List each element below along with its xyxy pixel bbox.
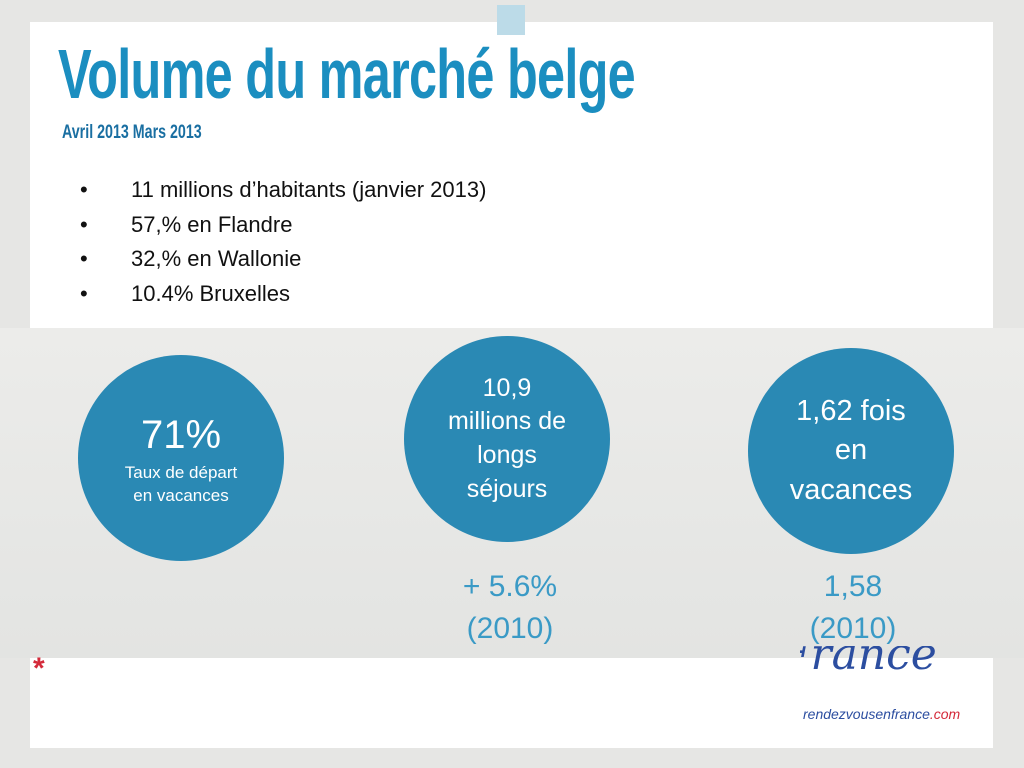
stat-circle: 1,62 fois en vacances: [748, 348, 954, 554]
note-text: (2010): [809, 612, 897, 645]
footnote-mark: *: [33, 652, 45, 685]
circle-text: millions de: [447, 407, 567, 436]
bullet-item: • 10.4% Bruxelles: [80, 281, 290, 307]
circle-text: séjours: [466, 474, 548, 503]
circle-text: 1,62 fois: [796, 395, 906, 428]
circle-text: vacances: [789, 473, 913, 506]
logo-url: rendezvousenfrance.com: [803, 706, 960, 722]
note-text: + 5.6%: [462, 570, 558, 603]
bullet-item: • 57,% en Flandre: [80, 212, 292, 238]
stat-note: 1,58 (2010): [753, 566, 953, 650]
logo-script: France: [800, 646, 957, 694]
note-text: (2010): [466, 612, 554, 645]
bullet-dot: •: [80, 211, 88, 237]
bullet-text: 11 millions d’habitants (janvier 2013): [131, 177, 487, 202]
circle-text: en: [834, 434, 868, 467]
title: Volume du marché belge: [58, 35, 636, 113]
bullet-item: • 11 millions d’habitants (janvier 2013): [80, 177, 486, 203]
circle-text: 71%: [140, 413, 222, 458]
top-panel: [30, 22, 993, 328]
deco-square: [497, 5, 525, 35]
bullet-dot: •: [80, 177, 88, 202]
circle-text: 10,9: [482, 373, 532, 402]
bullet-text: 10.4% Bruxelles: [131, 280, 290, 306]
bullet-dot: •: [80, 280, 88, 306]
logo-script-text: France: [800, 646, 937, 680]
subtitle: Avril 2013 Mars 2013: [62, 122, 202, 143]
logo-url-suffix: .com: [929, 706, 961, 722]
bullet-dot: •: [80, 246, 88, 271]
bullet-text: 32,% en Wallonie: [131, 246, 302, 271]
logo-url-main: rendezvousenfrance: [803, 706, 930, 722]
circle-text: en vacances: [133, 486, 229, 505]
bullet-text: 57,% en Flandre: [131, 211, 293, 237]
stat-circle: 10,9 millions de longs séjours: [404, 336, 610, 542]
stat-circle: 71% Taux de départ en vacances: [78, 355, 284, 561]
note-text: 1,58: [823, 570, 883, 603]
stat-note: + 5.6% (2010): [410, 566, 610, 650]
circle-text: longs: [477, 441, 537, 469]
bullet-item: • 32,% en Wallonie: [80, 246, 301, 272]
bottom-panel: [30, 658, 993, 748]
circle-text: Taux de départ: [124, 463, 238, 483]
